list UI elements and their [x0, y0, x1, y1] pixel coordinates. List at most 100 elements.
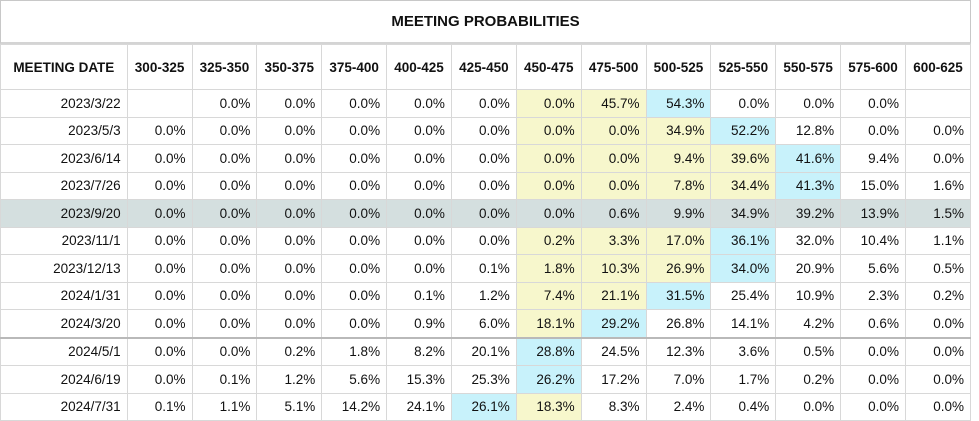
probability-cell: 14.2%	[321, 392, 388, 421]
probability-cell: 0.1%	[450, 254, 517, 283]
probability-cell: 10.4%	[840, 226, 906, 255]
probability-cell: 0.0%	[775, 89, 842, 118]
probability-cell: 0.0%	[904, 336, 972, 366]
probability-cell: 0.2%	[904, 281, 972, 310]
meeting-date-cell: 2024/7/31	[0, 392, 128, 421]
probability-cell: 26.9%	[645, 254, 712, 283]
probability-cell: 10.3%	[580, 254, 647, 283]
column-header-range: 600-625	[904, 44, 972, 90]
probability-cell: 7.4%	[515, 281, 582, 310]
column-header-range: 400-425	[386, 44, 452, 90]
probability-cell: 0.0%	[450, 171, 517, 200]
probability-cell: 0.0%	[515, 89, 582, 118]
probability-cell: 24.5%	[580, 336, 647, 366]
probability-cell: 0.5%	[904, 254, 972, 283]
probability-cell: 0.9%	[386, 309, 452, 338]
probability-cell: 12.3%	[645, 336, 712, 366]
probability-cell: 31.5%	[645, 281, 712, 310]
probability-table: MEETING DATE 300-325 325-350 350-375 375-400…	[0, 44, 972, 421]
probability-cell: 0.1%	[126, 392, 193, 421]
meeting-date-cell: 2023/9/20	[0, 199, 128, 228]
probability-cell: 1.5%	[904, 199, 972, 228]
probability-cell: 0.0%	[450, 226, 517, 255]
probability-cell: 25.4%	[710, 281, 777, 310]
meeting-date-cell: 2023/5/3	[0, 116, 128, 145]
column-header-range: 450-475	[515, 44, 582, 90]
probability-cell: 5.6%	[840, 254, 906, 283]
probability-cell: 0.0%	[840, 392, 906, 421]
probability-cell: 0.2%	[515, 226, 582, 255]
probability-cell: 0.0%	[321, 254, 388, 283]
probability-cell: 0.2%	[775, 365, 842, 394]
probability-cell: 0.0%	[126, 199, 193, 228]
probability-cell: 10.9%	[775, 281, 842, 310]
probability-cell: 0.1%	[191, 365, 258, 394]
column-header-range: 475-500	[580, 44, 647, 90]
probability-cell: 26.1%	[450, 392, 517, 421]
probability-cell: 14.1%	[710, 309, 777, 338]
probability-cell: 3.6%	[710, 336, 777, 366]
probability-cell: 18.3%	[515, 392, 582, 421]
probability-cell: 26.2%	[515, 365, 582, 394]
probability-cell: 0.0%	[321, 199, 388, 228]
probability-cell: 1.2%	[256, 365, 323, 394]
probability-cell: 0.0%	[191, 254, 258, 283]
table-row: 2023/6/14 0.0% 0.0% 0.0% 0.0% 0.0% 0.0% 0.0% 0.0…	[0, 144, 972, 173]
probability-cell: 0.0%	[126, 309, 193, 338]
probability-cell: 1.8%	[515, 254, 582, 283]
column-header-range: 550-575	[775, 44, 842, 90]
probability-cell: 0.0%	[386, 116, 452, 145]
meeting-date-cell: 2024/3/20	[0, 309, 128, 338]
probability-cell: 9.4%	[645, 144, 712, 173]
probability-cell: 13.9%	[840, 199, 906, 228]
meeting-date-cell: 2024/1/31	[0, 281, 128, 310]
probability-cell: 1.1%	[904, 226, 972, 255]
probability-cell: 0.4%	[710, 392, 777, 421]
probability-cell: 2.4%	[645, 392, 712, 421]
probability-cell	[126, 89, 193, 118]
probability-cell: 9.4%	[840, 144, 906, 173]
probability-cell: 41.3%	[775, 171, 842, 200]
probability-cell: 15.3%	[386, 365, 452, 394]
probability-cell: 0.0%	[840, 336, 906, 366]
column-header-range: 325-350	[191, 44, 258, 90]
probability-cell: 41.6%	[775, 144, 842, 173]
probability-cell: 0.0%	[386, 89, 452, 118]
probability-cell: 15.0%	[840, 171, 906, 200]
probability-cell: 0.0%	[191, 281, 258, 310]
probability-cell: 32.0%	[775, 226, 842, 255]
column-header-meeting-date: MEETING DATE	[0, 44, 128, 90]
probability-cell: 28.8%	[515, 336, 582, 366]
probability-cell: 0.0%	[450, 144, 517, 173]
table-row: 2023/12/13 0.0% 0.0% 0.0% 0.0% 0.0% 0.1% 1.8% 10…	[0, 254, 972, 283]
meeting-date-cell: 2024/5/1	[0, 336, 128, 366]
probability-cell: 0.0%	[515, 144, 582, 173]
probability-cell: 0.0%	[126, 281, 193, 310]
probability-cell: 0.0%	[126, 336, 193, 366]
probability-cell: 24.1%	[386, 392, 452, 421]
table-row: 2023/5/3 0.0% 0.0% 0.0% 0.0% 0.0% 0.0% 0.0% 0.0%…	[0, 116, 972, 145]
probability-cell: 0.0%	[256, 199, 323, 228]
probability-cell: 45.7%	[580, 89, 647, 118]
probability-cell: 1.8%	[321, 336, 388, 366]
probability-cell: 1.1%	[191, 392, 258, 421]
probability-cell: 5.1%	[256, 392, 323, 421]
probability-cell: 0.0%	[386, 226, 452, 255]
probability-cell: 0.0%	[256, 89, 323, 118]
probability-cell: 0.0%	[904, 309, 972, 338]
probability-cell: 0.0%	[450, 116, 517, 145]
probability-cell: 0.0%	[256, 281, 323, 310]
table-body: 2023/3/22 0.0% 0.0% 0.0% 0.0% 0.0% 0.0% 45.7% 54…	[0, 89, 972, 421]
probability-cell: 4.2%	[775, 309, 842, 338]
probability-cell: 8.3%	[580, 392, 647, 421]
probability-cell: 0.0%	[191, 226, 258, 255]
table-row: 2024/1/31 0.0% 0.0% 0.0% 0.0% 0.1% 1.2% 7.4% 21.…	[0, 281, 972, 310]
probability-cell: 2.3%	[840, 281, 906, 310]
probability-cell: 0.0%	[840, 365, 906, 394]
probability-cell: 36.1%	[710, 226, 777, 255]
probability-cell: 1.2%	[450, 281, 517, 310]
column-header-range: 525-550	[710, 44, 777, 90]
probability-cell: 0.5%	[775, 336, 842, 366]
probability-cell: 0.0%	[321, 116, 388, 145]
